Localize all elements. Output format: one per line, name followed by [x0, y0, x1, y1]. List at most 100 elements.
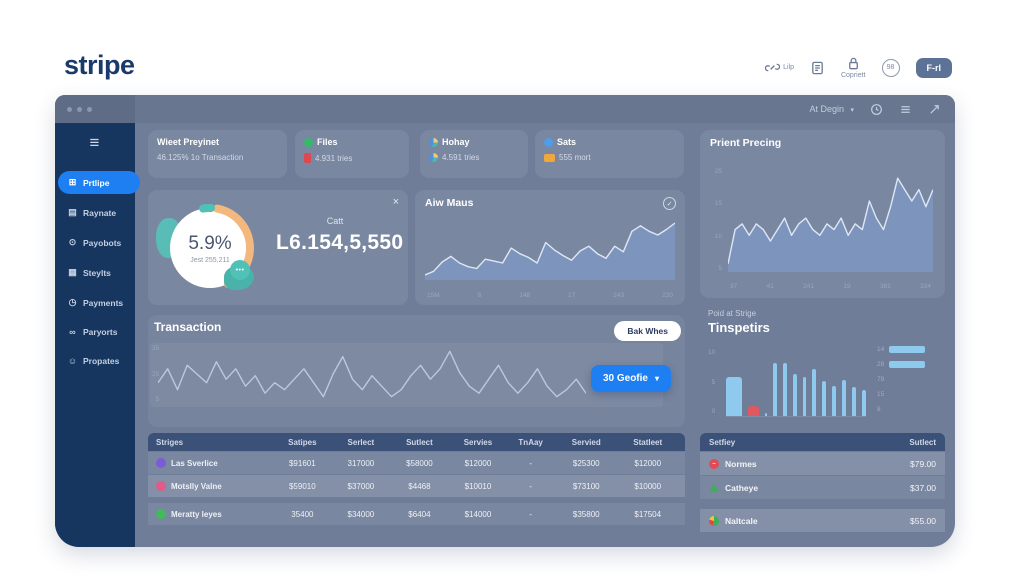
col-header: Satipes	[288, 437, 317, 447]
cell: $35800	[572, 509, 600, 519]
window-controls[interactable]	[55, 95, 135, 123]
lock-button[interactable]: Copriett	[841, 56, 866, 79]
lock-label: Copriett	[840, 72, 866, 79]
sidebar-item-steylts[interactable]: ▦ Steylts	[58, 261, 132, 284]
account-dropdown[interactable]: At Degin ▾	[809, 104, 854, 114]
sidebar-item-paryorts[interactable]: ∞ Paryorts	[58, 321, 132, 343]
table-row[interactable]: Motslly Valne $59010 $37000 $4468 $10010…	[148, 475, 685, 497]
cell: -	[529, 458, 532, 468]
y-tick-label: 10	[708, 349, 716, 356]
sidebar-item-label: Prtlipe	[83, 177, 110, 188]
legend-row: 79	[877, 375, 939, 383]
cell: $91601	[288, 458, 316, 468]
sidebar-item-raynate[interactable]: ▤ Raynate	[58, 201, 132, 224]
multicolor-circle-icon	[709, 515, 719, 526]
cell: $6404	[408, 509, 431, 519]
cell: -	[529, 481, 532, 491]
col-header: Striges	[156, 437, 184, 447]
sidebar-item-label: Payobots	[83, 237, 122, 248]
menu-icon[interactable]: ≡	[89, 133, 101, 152]
link-icon	[765, 63, 781, 72]
red-pin-icon	[304, 153, 311, 163]
side-table-row[interactable]: – Normes $79.00	[700, 452, 945, 475]
stat-card-files[interactable]: Files 4.931 tries	[295, 130, 409, 178]
x-tick-label: 381	[879, 283, 891, 290]
green-triangle-icon	[709, 483, 719, 492]
check-icon[interactable]: ✓	[663, 197, 676, 210]
wallet-icon: ▦	[68, 267, 77, 277]
sidebar-item-propates[interactable]: ☺ Propates	[58, 350, 132, 372]
section-title: Tinspetirs	[708, 320, 770, 335]
account-badge[interactable]: 98	[881, 58, 900, 77]
bak-whes-button[interactable]: Bak Whes	[614, 321, 681, 341]
sidebar-item-prtlipe[interactable]: ⊞ Prtlipe	[58, 171, 140, 194]
row-name: Naltcale	[725, 515, 758, 526]
side-table-row[interactable]: Naltcale $55.00	[700, 509, 945, 532]
legend-bar	[889, 360, 926, 368]
bar-chart-legend: 14 28 79 15 8	[877, 345, 939, 413]
cell: 317000	[347, 458, 375, 468]
total-label: Catt	[326, 216, 344, 226]
stat-subtitle: 555 mort	[559, 153, 591, 162]
stat-card-hohay[interactable]: Hohay 4.591 tries	[420, 130, 528, 178]
sidebar-item-payobots[interactable]: ⊙ Payobots	[58, 231, 132, 254]
chat-bubble-icon[interactable]: •••	[230, 260, 250, 280]
bar	[802, 377, 807, 416]
total-value: L6.154,5,550	[276, 231, 404, 254]
cell: $58000	[406, 458, 433, 468]
line-chart-svg	[158, 350, 586, 398]
col-header: Statleet	[633, 437, 663, 447]
bar	[822, 380, 827, 416]
row-avatar-icon	[156, 509, 166, 519]
row-name: Meratty leyes	[171, 509, 222, 519]
col-header: Servied	[571, 437, 601, 447]
line-chart-svg	[728, 177, 933, 272]
x-tick-label: 37	[730, 283, 738, 290]
card-title: Aiw Maus	[425, 197, 474, 209]
clipboard-button[interactable]	[810, 60, 825, 75]
cell: $25300	[572, 458, 600, 468]
legend-tick-label: 14	[877, 345, 885, 353]
donut-percent: 5.9%	[188, 232, 232, 254]
x-tick-label: 243	[613, 292, 625, 299]
close-icon[interactable]: ×	[392, 196, 399, 208]
bar	[747, 405, 759, 416]
stat-card-preyinet[interactable]: Wieet Preyinet 46.125% 1o Transaction	[148, 130, 287, 178]
col-header: Sutlect	[406, 437, 433, 447]
sidebar-item-payments[interactable]: ◷ Payments	[58, 291, 132, 314]
cell: 35400	[291, 509, 314, 519]
share-link-button[interactable]: Lilp	[765, 60, 794, 75]
window-dot-icon	[77, 106, 82, 112]
bar	[862, 390, 866, 416]
row-avatar-icon	[156, 458, 166, 468]
x-tick-label: 41	[766, 283, 774, 290]
window-dot-icon	[87, 106, 92, 112]
cursor-share-icon[interactable]	[928, 103, 941, 116]
cell: $4468	[408, 481, 431, 491]
table-row[interactable]: Meratty leyes 35400 $34000 $6404 $14000 …	[148, 503, 685, 525]
green-circle-icon	[304, 137, 313, 147]
period-dropdown[interactable]: 30 Geofie ▾	[590, 365, 671, 392]
primary-action-button[interactable]: F-rl	[915, 57, 952, 78]
clock-icon[interactable]	[870, 103, 883, 116]
y-tick-label: 10	[714, 232, 722, 240]
table-row[interactable]: Las Sverlice $91601 317000 $58000 $12000…	[148, 452, 685, 474]
legend-tick-label: 15	[877, 390, 885, 398]
prient-precing-card: Prient Precing 25 15 10 5 37 41 241 19 381 334	[700, 130, 945, 298]
stat-subtitle: 4.591 tries	[442, 153, 480, 162]
legend-row: 8	[877, 405, 939, 413]
x-tick-label: 19	[843, 283, 851, 290]
list-icon[interactable]	[899, 103, 912, 116]
legend-row: 14	[877, 345, 939, 353]
x-tick-label: 220	[662, 292, 673, 299]
stat-card-sats[interactable]: Sats 555 mort	[535, 130, 684, 178]
aiw-maus-card: Aiw Maus ✓ 15M 8 148 17 243 220	[415, 190, 685, 305]
side-table-row[interactable]: Catheye $37.00	[700, 476, 945, 499]
bar	[832, 386, 837, 416]
section-eyebrow: Poid at Strige	[708, 309, 757, 318]
bar	[764, 413, 767, 416]
red-circle-icon: –	[709, 458, 719, 469]
cell: $10010	[464, 481, 492, 491]
row-name: Catheye	[725, 482, 759, 493]
